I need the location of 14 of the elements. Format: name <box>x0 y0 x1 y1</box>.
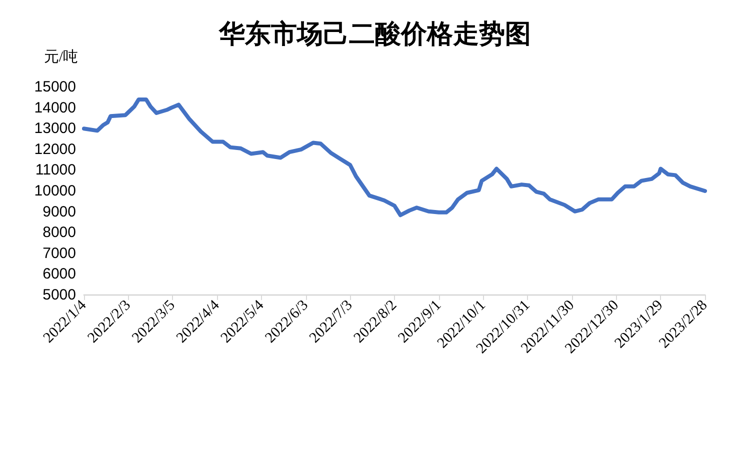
y-tick-label: 8000 <box>42 224 76 242</box>
y-tick-label: 10000 <box>34 182 76 200</box>
y-tick-label: 5000 <box>42 286 76 304</box>
y-tick-label: 9000 <box>42 203 76 220</box>
chart-title: 华东市场己二酸价格走势图 <box>218 20 531 48</box>
y-tick-label: 14000 <box>34 99 76 116</box>
y-tick-label: 6000 <box>42 266 76 283</box>
y-axis-title: 元/吨 <box>44 48 78 66</box>
y-tick-label: 15000 <box>34 78 76 96</box>
y-tick-label: 7000 <box>42 244 76 262</box>
y-tick-label: 13000 <box>34 120 76 138</box>
line-series <box>82 97 707 218</box>
y-tick-label: 11000 <box>35 162 76 179</box>
y-tick-label: 12000 <box>34 140 76 158</box>
